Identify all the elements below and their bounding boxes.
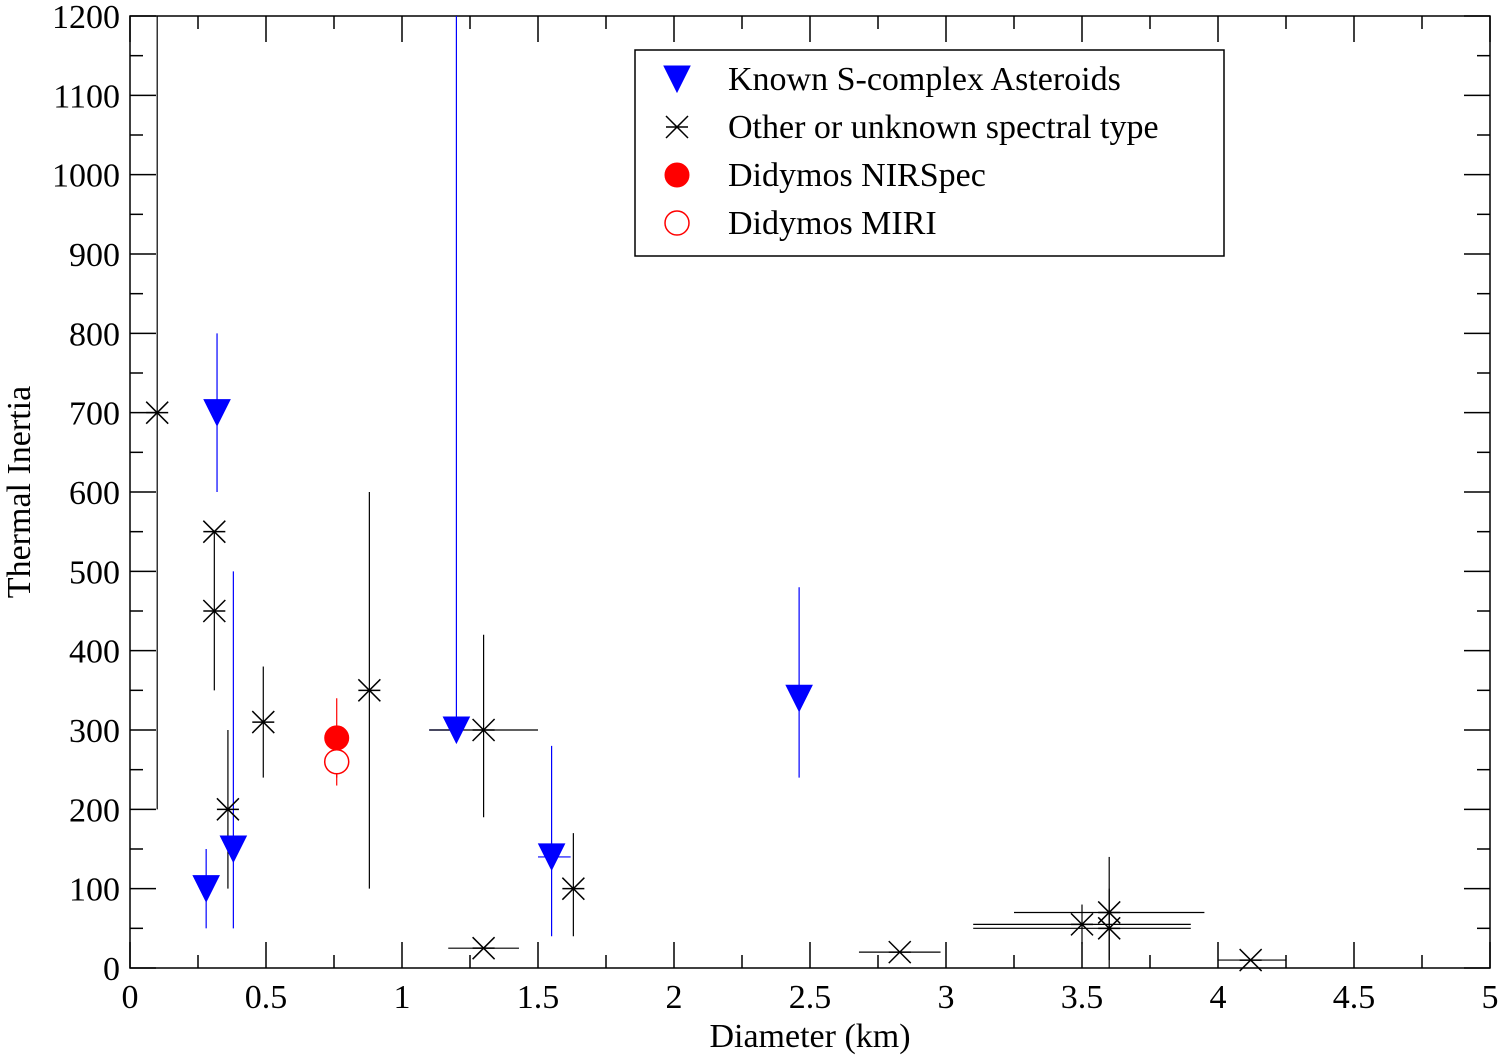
x-tick-label: 0.5 <box>245 979 288 1016</box>
data-point <box>537 843 566 872</box>
y-tick-labels: 0 100 200 300 400 500 600 700 800 900 1000 1100 1200 <box>52 0 120 988</box>
x-tick-label: 3 <box>938 979 955 1016</box>
y-tick-label: 400 <box>69 634 120 671</box>
x-axis-title: Diameter (km) <box>709 1018 910 1055</box>
y-tick-label: 600 <box>69 475 120 512</box>
data-point <box>145 401 169 425</box>
legend-symbol <box>663 65 691 94</box>
x-tick-label: 0 <box>122 979 139 1016</box>
legend-box <box>634 49 1225 257</box>
legend-label-other: Other or unknown spectral type <box>728 109 1159 146</box>
x-tick-label: 5 <box>1482 979 1499 1016</box>
data-point <box>202 520 226 544</box>
y-tick-label: 500 <box>69 554 120 591</box>
data-point <box>192 875 220 903</box>
legend: Known S-complex Asteroids Other or unkno… <box>634 49 1225 257</box>
data-point <box>323 748 350 775</box>
x-tick-label: 2.5 <box>789 979 832 1016</box>
y-tick-label: 300 <box>69 713 120 750</box>
legend-symbols <box>663 65 691 236</box>
data-point <box>1070 912 1094 936</box>
legend-label-s-complex: Known S-complex Asteroids <box>728 61 1121 98</box>
y-axis-title: Thermal Inertia <box>1 386 38 598</box>
data-point <box>1097 916 1121 940</box>
y-tick-label: 700 <box>69 396 120 433</box>
legend-symbol <box>664 210 690 236</box>
legend-label-nirspec: Didymos NIRSpec <box>728 157 986 194</box>
data-point <box>202 599 226 623</box>
data-point <box>216 797 240 821</box>
legend-symbol <box>665 115 689 139</box>
x-tick-labels: 0 0.5 1 1.5 2 2.5 3 3.5 4 4.5 5 <box>122 979 1499 1016</box>
y-tick-label: 900 <box>69 237 120 274</box>
x-tick-label: 4.5 <box>1333 979 1376 1016</box>
data-point <box>472 718 496 742</box>
legend-symbol <box>664 162 690 188</box>
x-tick-label: 1.5 <box>517 979 560 1016</box>
data-point <box>1097 900 1121 924</box>
legend-label-miri: Didymos MIRI <box>728 205 937 242</box>
y-tick-label: 1100 <box>53 78 120 115</box>
y-tick-label: 1200 <box>52 0 120 36</box>
x-tick-label: 3.5 <box>1061 979 1104 1016</box>
y-tick-label: 200 <box>69 792 120 829</box>
y-tick-label: 0 <box>103 951 120 988</box>
axis-ticks <box>129 15 1491 969</box>
data-point <box>1239 948 1263 972</box>
x-tick-label: 1 <box>394 979 411 1016</box>
y-tick-label: 800 <box>69 316 120 353</box>
x-tick-label: 2 <box>666 979 683 1016</box>
data-markers <box>145 399 1263 972</box>
y-tick-label: 100 <box>69 872 120 909</box>
data-point <box>251 710 275 734</box>
data-point <box>357 678 381 702</box>
data-point <box>785 684 813 713</box>
data-point <box>219 835 248 864</box>
y-tick-label: 1000 <box>52 158 120 195</box>
data-point <box>442 716 471 745</box>
data-point <box>472 936 496 960</box>
data-point <box>203 399 231 427</box>
data-point <box>324 725 350 751</box>
data-point <box>561 877 585 901</box>
x-tick-label: 4 <box>1210 979 1227 1016</box>
data-point <box>888 940 912 964</box>
